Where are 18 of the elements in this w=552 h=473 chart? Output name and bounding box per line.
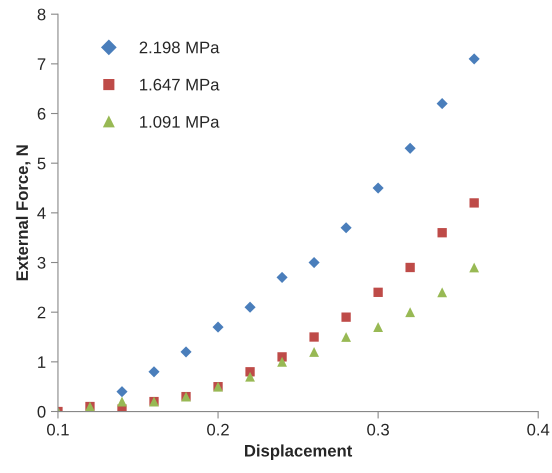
y-tick-label: 1: [38, 356, 46, 368]
y-axis-title: External Force, N: [16, 145, 30, 280]
y-tick-label: 3: [38, 256, 46, 269]
x-tick-label: 0.2: [207, 424, 229, 436]
x-axis-title: Displacement: [245, 444, 352, 460]
x-tick-label: 0.4: [527, 424, 550, 436]
legend-label: 1.647 MPa: [140, 78, 220, 91]
y-tick-label: 0: [38, 406, 46, 418]
y-tick-label: 7: [38, 58, 46, 70]
legend-label: 1.091 MPa: [140, 116, 220, 128]
x-tick-label: 0.3: [367, 424, 389, 436]
y-tick-label: 2: [38, 306, 46, 318]
y-tick-label: 6: [38, 108, 46, 120]
x-tick-label: 0.1: [47, 424, 69, 436]
legend-label: 2.198 MPa: [140, 42, 220, 54]
y-tick-label: 5: [38, 158, 46, 170]
y-tick-label: 8: [38, 8, 46, 20]
y-tick-label: 4: [37, 207, 46, 219]
